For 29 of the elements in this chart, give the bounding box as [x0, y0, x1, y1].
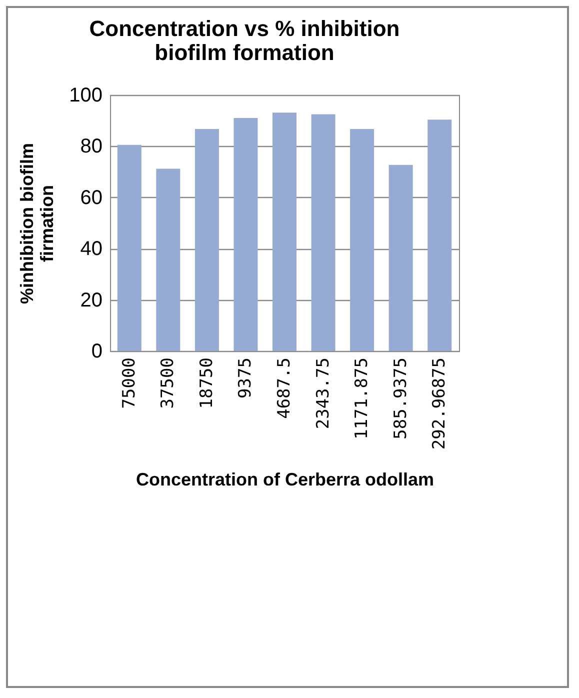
bar: [388, 164, 413, 351]
bar: [234, 118, 258, 351]
y-tick-label: 100: [69, 84, 102, 106]
text: %inhibition biofilm: [17, 143, 38, 304]
bar: [350, 129, 374, 351]
y-tick-label: 60: [80, 186, 102, 209]
bar: [117, 144, 142, 351]
y-tick-label: 40: [80, 238, 102, 260]
x-tick-label: 9375: [236, 358, 256, 398]
text: biofilm formation: [154, 40, 334, 65]
x-tick-label: 75000: [119, 358, 140, 409]
x-tick-label: 4687.5: [274, 358, 294, 419]
bar: [156, 168, 180, 351]
x-axis-title: Concentration of Cerberra odollam: [136, 470, 434, 490]
y-tick-label: 20: [80, 289, 102, 312]
text: firmation: [37, 184, 58, 262]
x-tick-label: 585.9375: [390, 358, 411, 440]
bar: [272, 112, 296, 351]
x-tick-label: 2343.75: [313, 358, 334, 430]
x-tick-label: 292.96875: [430, 358, 450, 450]
x-tick-label: 1171.875: [352, 358, 372, 440]
bar: [194, 129, 219, 351]
x-tick-label: 18750: [196, 358, 217, 409]
y-tick-label: 80: [80, 136, 102, 158]
y-tick-label: 0: [91, 340, 102, 362]
x-tick-label: 37500: [158, 358, 178, 409]
bar: [311, 114, 336, 351]
text: Concentration vs % inhibition: [89, 16, 400, 41]
bar: [428, 120, 452, 351]
